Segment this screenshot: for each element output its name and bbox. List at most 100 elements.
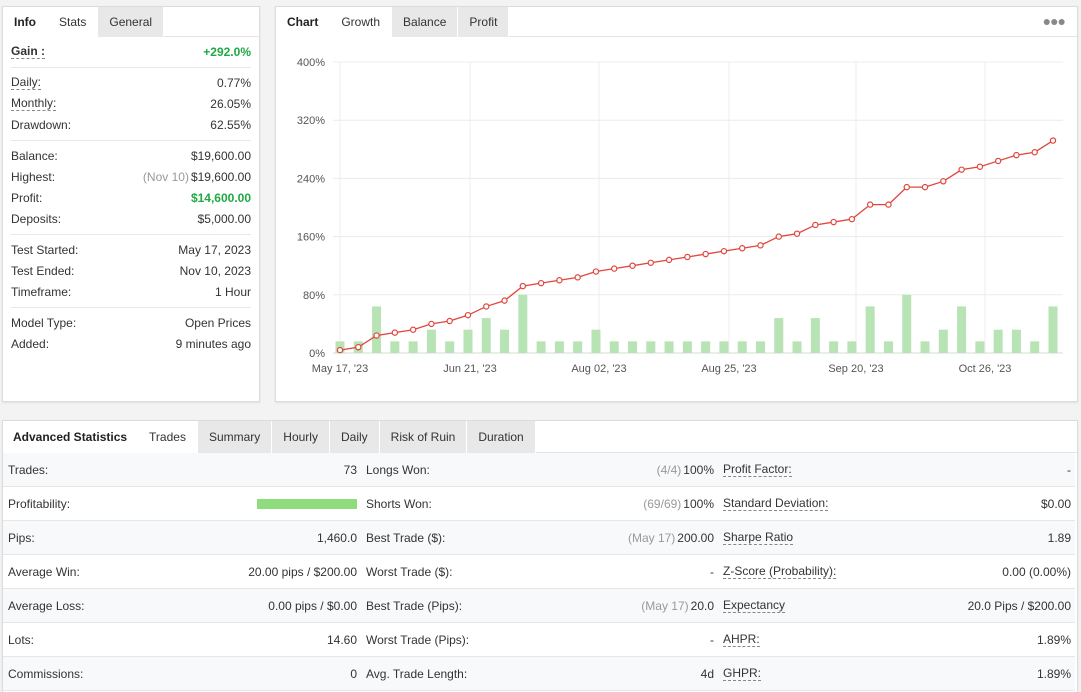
growth-point (355, 343, 362, 351)
growth-point (391, 329, 399, 336)
test-started-value: May 17, 2023 (178, 242, 251, 257)
growth-point (757, 242, 764, 249)
growth-point (958, 166, 965, 173)
growth-bar (445, 341, 455, 353)
growth-point (556, 277, 563, 284)
growth-point (446, 317, 453, 325)
avg-trade-length-value: 4d (700, 666, 714, 681)
growth-bar (426, 329, 436, 353)
deposits-label: Deposits: (11, 211, 62, 226)
test-ended-value: Nov 10, 2023 (179, 263, 251, 278)
expectancy-cell: Expectancy 20.0 Pips / $200.00 (718, 589, 1075, 623)
daily-row: Daily: 0.77% (11, 72, 251, 93)
standard-deviation-cell: Standard Deviation: $0.00 (718, 487, 1075, 521)
average-win-cell: Average Win: 20.00 pips / $200.00 (3, 555, 361, 589)
growth-bar (719, 341, 729, 353)
growth-point (739, 245, 746, 252)
balance-value: $19,600.00 (190, 148, 251, 163)
added-value: 9 minutes ago (175, 336, 251, 351)
tab-stats[interactable]: Stats (48, 7, 99, 37)
tab-duration[interactable]: Duration (467, 421, 536, 453)
growth-point (866, 201, 874, 208)
z-score-label[interactable]: Z-Score (Probability): (723, 564, 837, 579)
tab-balance[interactable]: Balance (392, 7, 459, 37)
z-score-cell: Z-Score (Probability): 0.00 (0.00%) (718, 555, 1075, 589)
growth-bar (920, 341, 930, 353)
profitability-bar (257, 498, 357, 509)
growth-bar (500, 329, 510, 353)
profitability-label: Profitability: (8, 496, 71, 511)
sharpe-ratio-value: 1.89 (1047, 530, 1071, 545)
x-tick-label: May 17, '23 (312, 363, 369, 375)
worst-trade-usd-label: Worst Trade ($): (366, 564, 453, 579)
sharpe-ratio-label[interactable]: Sharpe Ratio (723, 530, 794, 545)
daily-label[interactable]: Daily: (11, 75, 42, 90)
growth-point (336, 346, 344, 354)
ellipsis-icon[interactable]: ●●● (1042, 13, 1066, 29)
growth-point (537, 279, 545, 287)
model-group: Model Type: Open Prices Added: 9 minutes… (11, 308, 251, 359)
highest-value: $19,600.00 (190, 169, 251, 184)
y-tick-label: 80% (303, 290, 325, 302)
average-win-value: 20.00 pips / $200.00 (248, 564, 357, 579)
best-trade-usd-value-wrap: (May 17) 200.00 (628, 531, 714, 545)
monthly-label[interactable]: Monthly: (11, 96, 57, 111)
shorts-won-note: (69/69) (643, 496, 682, 511)
lots-label: Lots: (8, 632, 35, 647)
growth-point (1031, 149, 1038, 156)
worst-trade-usd-cell: Worst Trade ($): - (361, 555, 718, 589)
gain-row: Gain : +292.0% (11, 41, 251, 62)
tab-general[interactable]: General (98, 7, 165, 37)
growth-bar (938, 329, 948, 353)
growth-point (885, 201, 892, 208)
pips-cell: Pips: 1,460.0 (3, 521, 361, 555)
expectancy-label[interactable]: Expectancy (723, 598, 786, 613)
growth-point (1049, 137, 1057, 144)
chart-panel: Chart Growth Balance Profit ●●● 0% 80% 160… (275, 6, 1078, 402)
x-tick-label: Aug 02, '23 (571, 363, 626, 375)
tab-hourly[interactable]: Hourly (272, 421, 330, 453)
growth-point (1013, 151, 1020, 159)
tab-trades[interactable]: Trades (138, 421, 198, 453)
standard-deviation-label[interactable]: Standard Deviation: (723, 496, 829, 511)
tab-risk-of-ruin[interactable]: Risk of Ruin (379, 421, 468, 453)
ghpr-label[interactable]: GHPR: (723, 666, 762, 681)
growth-bar (628, 341, 638, 353)
growth-bar (975, 341, 985, 353)
profit-row: Profit: $14,600.00 (11, 187, 251, 208)
timeframe-value: 1 Hour (214, 284, 251, 299)
tab-profit[interactable]: Profit (458, 7, 510, 37)
model-type-value: Open Prices (184, 315, 251, 330)
added-label: Added: (11, 336, 50, 351)
longs-won-label: Longs Won: (366, 462, 430, 477)
growth-point (373, 332, 380, 339)
highest-row: Highest: (Nov 10) $19,600.00 (11, 166, 251, 187)
gain-label[interactable]: Gain : (11, 44, 46, 59)
best-trade-usd-cell: Best Trade ($): (May 17) 200.00 (361, 521, 718, 555)
shorts-won-label: Shorts Won: (366, 496, 432, 511)
ahpr-label[interactable]: AHPR: (723, 632, 760, 647)
ghpr-cell: GHPR: 1.89% (718, 657, 1075, 691)
growth-bar (372, 306, 382, 353)
average-loss-label: Average Loss: (8, 598, 85, 613)
growth-chart: 0% 80% 160% 240% 320% 400% May 17, '23 Jun 21, … (297, 57, 1063, 375)
longs-won-cell: Longs Won: (4/4) 100% (361, 453, 718, 487)
tab-info[interactable]: Info (3, 7, 48, 37)
best-trade-usd-note: (May 17) (627, 530, 676, 545)
tab-chart: Chart (276, 7, 331, 37)
best-trade-pips-value: 20.0 (690, 598, 714, 613)
profitability-cell: Profitability: (3, 487, 361, 521)
growth-bar (792, 341, 802, 353)
tab-summary[interactable]: Summary (197, 421, 273, 453)
profit-factor-label[interactable]: Profit Factor: (723, 462, 792, 477)
longs-won-note: (4/4) (656, 462, 682, 477)
shorts-won-value-wrap: (69/69) 100% (643, 497, 714, 511)
average-win-label: Average Win: (8, 564, 80, 579)
worst-trade-usd-value: - (710, 564, 714, 579)
shorts-won-cell: Shorts Won: (69/69) 100% (361, 487, 718, 521)
tab-daily[interactable]: Daily (329, 421, 380, 453)
tab-growth[interactable]: Growth (330, 7, 393, 37)
trades-label: Trades: (8, 462, 49, 477)
growth-point (793, 230, 801, 237)
growth-bar (810, 318, 820, 353)
